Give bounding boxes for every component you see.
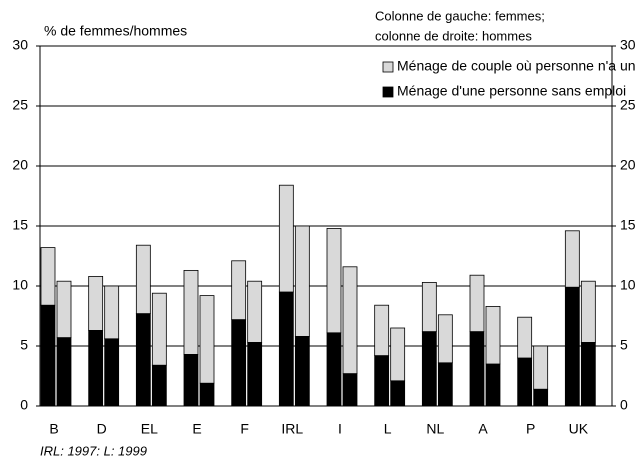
bar-segment: [88, 275, 104, 331]
y2-tick-label: 10: [620, 277, 636, 293]
bar-segment: [580, 280, 596, 343]
y2-tick-label: 25: [620, 97, 636, 113]
note: colonne de droite: hommes: [375, 28, 532, 43]
bar-segment: [421, 331, 437, 407]
bar-segment: [580, 341, 596, 407]
bar-segment: [88, 329, 104, 407]
bar-segment: [342, 373, 358, 407]
bar-segment: [564, 286, 580, 407]
bar-segment: [469, 331, 485, 407]
bar-segment: [533, 388, 549, 407]
legend-label: Ménage d'une personne sans emploi: [397, 83, 626, 99]
bar-segment: [421, 281, 437, 332]
x-tick-label: E: [192, 421, 201, 437]
x-tick-label: F: [240, 421, 249, 437]
bar-segment: [485, 305, 501, 365]
y2-tick-label: 5: [620, 337, 628, 353]
bar-segment: [56, 280, 72, 339]
bar-segment: [374, 304, 390, 357]
x-tick-label: P: [526, 421, 535, 437]
bar-segment: [104, 285, 120, 340]
y-tick-label: 20: [12, 157, 28, 173]
bar-segment: [56, 337, 72, 407]
y-tick-label: 0: [20, 397, 28, 413]
bar-segment: [40, 304, 56, 407]
bar-segment: [517, 316, 533, 359]
x-tick-label: IRL: [281, 421, 303, 437]
bar-segment: [533, 345, 549, 390]
bar-segment: [278, 291, 294, 407]
bar-segment: [342, 266, 358, 374]
bar-segment: [183, 353, 199, 407]
bar-segment: [278, 184, 294, 293]
bar-segment: [199, 382, 215, 407]
bar-segment: [40, 247, 56, 306]
bar-segment: [485, 363, 501, 407]
bar-segment: [437, 362, 453, 407]
bar-segment: [374, 355, 390, 407]
y-axis-label: % de femmes/hommes: [44, 23, 187, 39]
legend-swatch: [382, 61, 394, 73]
y-tick-label: 5: [20, 337, 28, 353]
x-tick-label: I: [338, 421, 342, 437]
bar-segment: [231, 260, 247, 320]
y-tick-label: 25: [12, 97, 28, 113]
x-tick-label: B: [49, 421, 58, 437]
bar-segment: [469, 274, 485, 333]
y2-tick-label: 15: [620, 217, 636, 233]
bar-segment: [517, 357, 533, 407]
bar-segment: [564, 230, 580, 288]
bar-segment: [151, 364, 167, 407]
bar-segment: [247, 341, 263, 407]
bar-segment: [135, 313, 151, 407]
y2-tick-label: 20: [620, 157, 636, 173]
bar-segment: [437, 314, 453, 364]
x-tick-label: EL: [141, 421, 158, 437]
y-tick-label: 10: [12, 277, 28, 293]
bar-segment: [326, 227, 342, 334]
legend-swatch: [382, 86, 394, 98]
x-tick-label: UK: [569, 421, 589, 437]
bar-segment: [390, 380, 406, 407]
x-tick-label: NL: [426, 421, 444, 437]
x-tick-label: A: [478, 421, 488, 437]
bar-segment: [135, 244, 151, 314]
bar-segment: [326, 332, 342, 407]
bar-segment: [294, 335, 310, 407]
x-tick-label: L: [384, 421, 392, 437]
bar-segment: [231, 319, 247, 407]
bar-segment: [199, 295, 215, 384]
y-tick-label: 30: [12, 37, 28, 53]
note: Colonne de gauche: femmes;: [375, 8, 545, 23]
legend-label: Ménage de couple où personne n'a un empl…: [397, 58, 638, 74]
bar-segment: [294, 225, 310, 337]
footnote: IRL: 1997: L: 1999: [40, 443, 147, 458]
y-tick-label: 15: [12, 217, 28, 233]
bar-segment: [151, 292, 167, 366]
y2-tick-label: 30: [620, 37, 636, 53]
bar-segment: [247, 280, 263, 343]
bar-segment: [104, 338, 120, 407]
x-tick-label: D: [97, 421, 107, 437]
bar-segment: [390, 327, 406, 382]
bar-segment: [183, 269, 199, 355]
y2-tick-label: 0: [620, 397, 628, 413]
plot-frame: [39, 45, 613, 407]
